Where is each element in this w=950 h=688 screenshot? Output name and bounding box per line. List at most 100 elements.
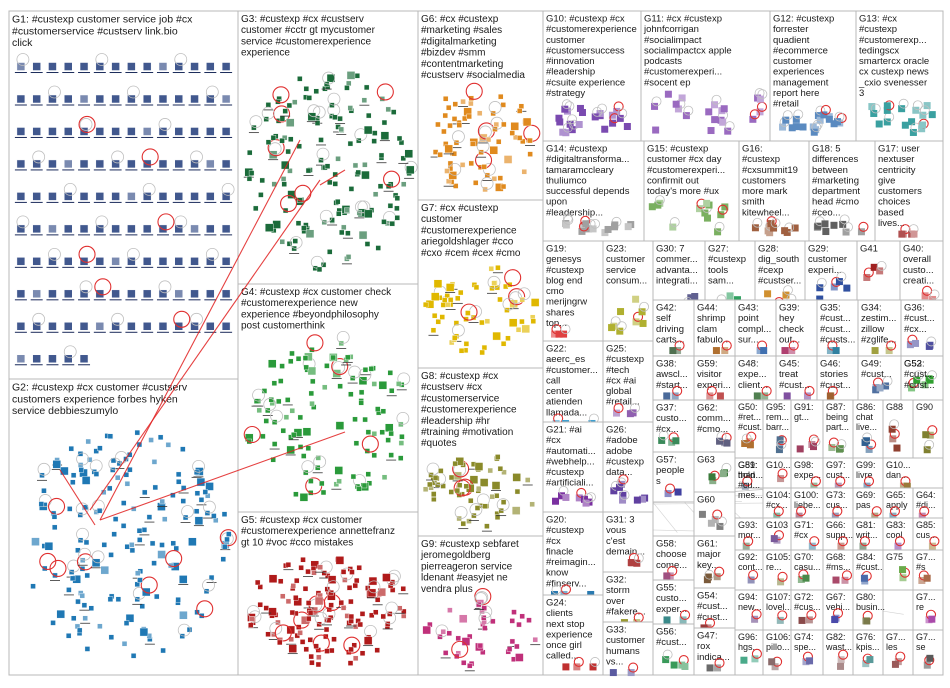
node[interactable] [361, 170, 370, 180]
node[interactable] [484, 318, 491, 324]
node[interactable] [340, 569, 347, 575]
node[interactable] [705, 108, 713, 116]
node[interactable] [352, 623, 359, 630]
node[interactable] [918, 576, 926, 584]
node[interactable] [481, 605, 487, 611]
node[interactable] [338, 599, 344, 606]
node[interactable] [611, 221, 619, 229]
node[interactable] [781, 227, 789, 235]
node[interactable] [388, 452, 394, 458]
node[interactable] [16, 289, 26, 299]
node[interactable] [81, 602, 88, 608]
node[interactable] [783, 392, 791, 400]
node[interactable] [912, 339, 920, 347]
node[interactable] [377, 587, 386, 597]
node[interactable] [511, 609, 517, 615]
node[interactable] [500, 102, 506, 108]
node[interactable] [928, 111, 936, 119]
node[interactable] [32, 127, 41, 136]
node[interactable] [265, 631, 271, 637]
node[interactable] [16, 354, 26, 364]
node[interactable] [573, 663, 581, 671]
node[interactable] [839, 220, 847, 228]
node[interactable] [474, 462, 484, 471]
node[interactable] [64, 289, 73, 299]
node[interactable] [314, 120, 321, 126]
node[interactable] [335, 556, 345, 565]
node[interactable] [519, 318, 525, 325]
node[interactable] [555, 114, 563, 122]
node[interactable] [929, 295, 937, 303]
node[interactable] [514, 643, 520, 650]
node[interactable] [511, 506, 521, 515]
node[interactable] [260, 433, 266, 440]
node[interactable] [627, 669, 635, 677]
node[interactable] [79, 322, 89, 331]
node[interactable] [305, 167, 312, 174]
node[interactable] [137, 577, 143, 583]
node[interactable] [311, 569, 317, 576]
node[interactable] [908, 384, 916, 392]
node[interactable] [295, 356, 302, 362]
node[interactable] [674, 105, 682, 113]
node[interactable] [301, 225, 307, 231]
node[interactable] [777, 578, 785, 586]
node[interactable] [174, 127, 183, 136]
node[interactable] [361, 97, 368, 103]
node[interactable] [809, 123, 817, 131]
node[interactable] [112, 516, 119, 522]
node[interactable] [717, 211, 725, 219]
node[interactable] [719, 118, 727, 126]
node[interactable] [792, 123, 800, 131]
node[interactable] [190, 257, 199, 266]
node[interactable] [158, 159, 168, 169]
node[interactable] [378, 152, 385, 159]
node[interactable] [67, 506, 73, 512]
node[interactable] [286, 241, 293, 247]
node[interactable] [363, 125, 373, 135]
node[interactable] [876, 384, 884, 392]
node[interactable] [406, 165, 415, 175]
node[interactable] [151, 560, 157, 566]
node[interactable] [319, 480, 325, 487]
node[interactable] [455, 635, 461, 642]
node[interactable] [619, 496, 627, 504]
node[interactable] [64, 257, 73, 266]
node[interactable] [756, 108, 764, 116]
node[interactable] [336, 211, 342, 217]
node[interactable] [121, 641, 128, 647]
node[interactable] [516, 621, 522, 628]
node[interactable] [672, 100, 680, 108]
node[interactable] [190, 322, 199, 331]
node[interactable] [194, 516, 204, 525]
node[interactable] [776, 441, 784, 449]
node[interactable] [268, 574, 278, 583]
node[interactable] [85, 438, 91, 445]
node[interactable] [93, 448, 99, 454]
node[interactable] [452, 101, 458, 107]
node[interactable] [206, 127, 215, 136]
node[interactable] [84, 646, 91, 652]
node[interactable] [220, 556, 226, 562]
node[interactable] [389, 388, 395, 394]
node[interactable] [380, 131, 390, 140]
node[interactable] [129, 542, 135, 548]
node[interactable] [909, 128, 917, 136]
node[interactable] [271, 380, 278, 386]
node[interactable] [323, 626, 330, 633]
node[interactable] [221, 62, 231, 71]
node[interactable] [352, 582, 358, 589]
node[interactable] [48, 224, 57, 234]
node[interactable] [129, 547, 136, 554]
node[interactable] [760, 347, 768, 355]
node[interactable] [142, 322, 152, 331]
node[interactable] [926, 654, 934, 662]
node[interactable] [329, 647, 335, 654]
node[interactable] [363, 84, 370, 91]
node[interactable] [432, 475, 439, 481]
node[interactable] [346, 71, 356, 80]
node[interactable] [362, 367, 369, 373]
node[interactable] [350, 473, 357, 480]
node[interactable] [669, 223, 677, 231]
node[interactable] [146, 514, 153, 520]
